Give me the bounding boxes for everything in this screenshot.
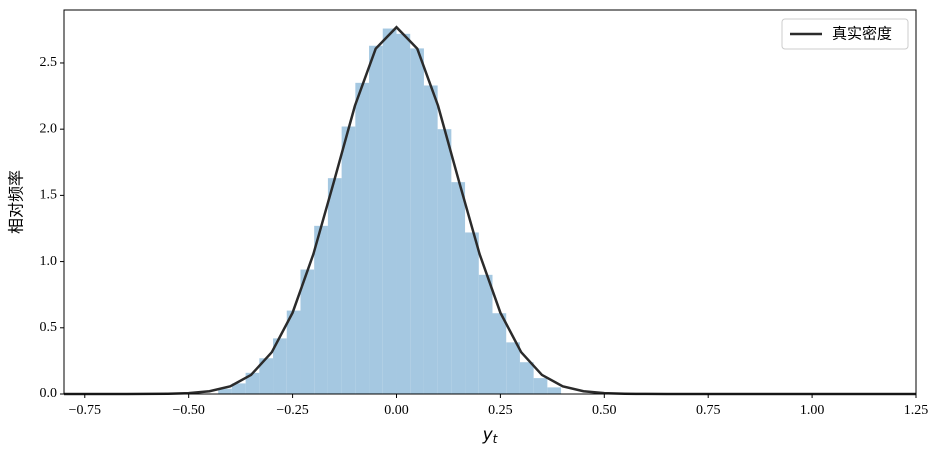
bar (327, 178, 342, 394)
bar (465, 232, 479, 394)
legend-box (781, 18, 909, 50)
y-tick-label: 0.0 (40, 386, 58, 401)
x-tick-label: 1.25 (904, 403, 929, 418)
bar (218, 388, 232, 394)
bar (300, 269, 315, 394)
bar (355, 82, 370, 395)
x-tick-label: 1.00 (800, 403, 825, 418)
y-tick-label: 2.5 (40, 55, 58, 70)
bar (410, 48, 424, 395)
x-tick-label: −0.75 (69, 403, 101, 418)
x-axis-label-base: y (482, 425, 494, 445)
y-tick-label: 2.0 (40, 121, 58, 136)
bar (533, 378, 548, 394)
bar (382, 28, 397, 394)
bar (286, 310, 301, 394)
y-tick-label: 1.5 (40, 188, 58, 203)
bar (437, 129, 452, 394)
bar (519, 362, 534, 394)
bar (478, 274, 493, 394)
plot-frame (63, 9, 917, 395)
bar (341, 126, 356, 394)
x-tick-label: 0.50 (592, 403, 617, 418)
y-tick-label: 0.5 (40, 320, 58, 335)
x-tick-label: 0.25 (488, 403, 513, 418)
bar (369, 45, 383, 395)
x-tick-label: −0.50 (172, 403, 204, 418)
bar (492, 313, 507, 394)
bar (314, 225, 328, 394)
x-axis-label: yt (482, 425, 499, 446)
x-tick-label: 0.75 (696, 403, 721, 418)
legend-label: 真实密度 (832, 24, 892, 42)
x-axis-label-sub: t (493, 432, 499, 446)
x-tick-label: 0.00 (384, 403, 409, 418)
y-axis-label: 相对频率 (8, 170, 26, 234)
bar (245, 372, 260, 394)
bar (396, 33, 411, 395)
x-tick-label: −0.25 (276, 403, 308, 418)
bar (259, 358, 274, 394)
bar (231, 383, 246, 394)
bar (273, 338, 287, 394)
bar (423, 85, 438, 394)
bar (506, 342, 520, 394)
bar (547, 387, 562, 394)
bar (451, 182, 466, 394)
y-tick-label: 1.0 (40, 254, 58, 269)
